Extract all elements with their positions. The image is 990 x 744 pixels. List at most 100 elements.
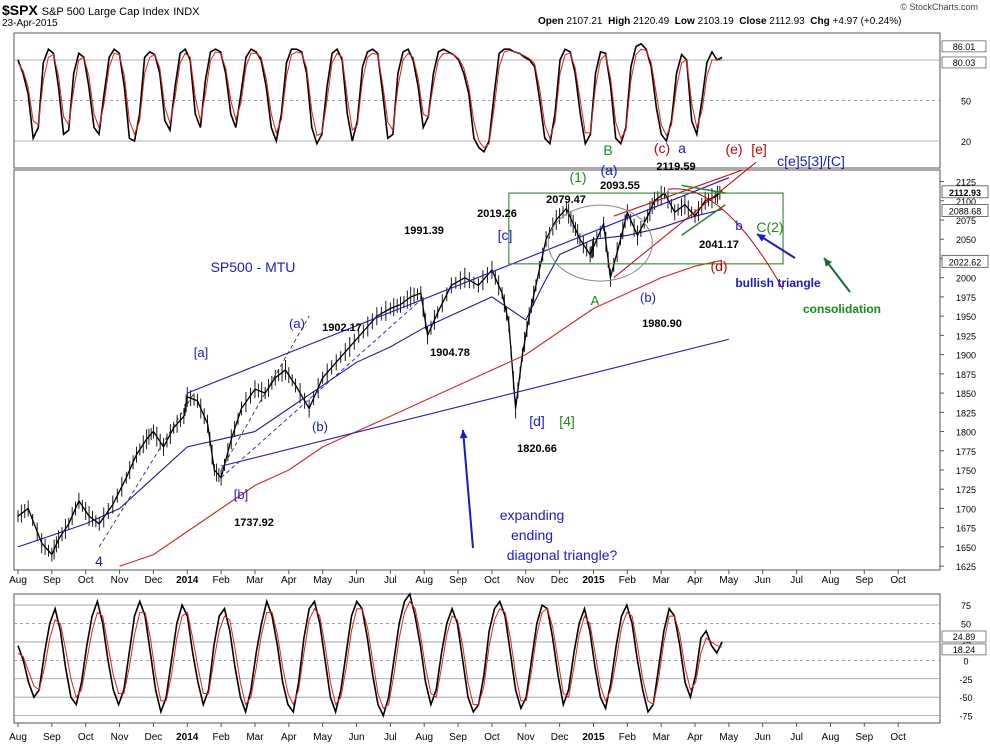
wave-annotation: 2119.59 <box>656 161 695 173</box>
price-tick-label: 1950 <box>956 312 976 322</box>
x-tick-label: Oct <box>890 732 906 743</box>
wave-annotation: (a) <box>289 316 305 331</box>
bottom-osc-tick-label: -25 <box>959 675 972 685</box>
wave-annotation: [b] <box>234 487 248 502</box>
price-value-tag <box>941 185 989 199</box>
top-osc-value-tag <box>941 56 987 69</box>
price-tick-label: 1750 <box>956 466 976 476</box>
wave-annotation: ending <box>511 527 553 543</box>
x-tick-label: Apr <box>281 575 297 586</box>
x-tick-label: Apr <box>281 732 297 743</box>
bottom-osc-value-tag-text: 24.89 <box>953 632 976 642</box>
top-osc-series-0 <box>17 42 723 154</box>
wave-annotation: a <box>678 140 686 156</box>
x-tick-label: Oct <box>484 575 500 586</box>
x-tick-label: Jun <box>348 575 364 586</box>
top-osc-tick-label: 50 <box>961 97 971 107</box>
wave-annotation: expanding <box>500 507 565 523</box>
x-tick-label: Jun <box>755 732 771 743</box>
triangle-arrow-head <box>757 234 766 242</box>
x-tick-label: Sep <box>855 732 873 743</box>
ohlc-readout: Open 2107.21 High 2120.49 Low 2103.19 Cl… <box>538 16 902 27</box>
bottom-osc-tick-label: -75 <box>959 712 972 722</box>
price-series-0 <box>17 190 723 556</box>
wave-annotation: (d) <box>710 258 727 274</box>
wave-annotation: [e] <box>751 141 767 157</box>
price-tick-label: 2000 <box>956 274 976 284</box>
x-tick-label: Mar <box>653 732 671 743</box>
price-tick-label: 1800 <box>956 428 976 438</box>
x-tick-label: 2014 <box>176 732 199 743</box>
top-osc-value-tag <box>941 40 987 53</box>
brand-watermark: © StockCharts.com <box>900 2 978 12</box>
x-tick-label: 2014 <box>176 575 199 586</box>
price-series-2 <box>119 259 723 567</box>
x-tick-label: Aug <box>9 732 27 743</box>
x-tick-label: Oct <box>484 732 500 743</box>
x-tick-label: Jul <box>384 575 397 586</box>
x-tick-label: Feb <box>212 575 230 586</box>
bottom-osc-value-tag-text: 18.24 <box>953 645 976 655</box>
price-series-1 <box>17 208 723 548</box>
chart-date: 23-Apr-2015 <box>2 18 58 29</box>
x-tick-label: Sep <box>43 732 61 743</box>
x-tick-label: May <box>313 575 332 586</box>
wave-annotation: (e) <box>725 141 742 157</box>
price-tick-label: 1975 <box>956 293 976 303</box>
wave-annotation: 1737.92 <box>234 517 274 529</box>
x-tick-label: Sep <box>855 575 873 586</box>
wave-annotation: [a] <box>194 345 208 360</box>
x-tick-label: Nov <box>517 575 535 586</box>
price-value-tag-text: 2088.68 <box>949 206 982 216</box>
x-tick-label: 2015 <box>582 575 605 586</box>
bottom-osc-series-1 <box>17 600 723 710</box>
price-value-tag <box>941 254 989 268</box>
x-tick-label: Feb <box>619 575 637 586</box>
wave-annotation: 4 <box>95 553 103 569</box>
x-tick-label: Dec <box>551 575 569 586</box>
bottom-osc-value-tag <box>941 643 987 656</box>
price-tick-label: 1725 <box>956 485 976 495</box>
upper-channel-line <box>187 177 730 394</box>
x-tick-label: Aug <box>415 732 433 743</box>
x-tick-label: May <box>719 575 738 586</box>
bottom-osc-series-0 <box>17 592 723 718</box>
x-tick-label: 2015 <box>582 732 605 743</box>
x-tick-label: Jul <box>790 575 803 586</box>
x-tick-label: Mar <box>246 732 264 743</box>
x-tick-label: Jul <box>790 732 803 743</box>
price-tick-label: 1925 <box>956 331 976 341</box>
bottom-osc-tick-label: 0 <box>963 656 968 666</box>
wave-annotation: 1991.39 <box>404 225 444 237</box>
wave-annotation: (b) <box>640 290 656 305</box>
wave-annotation: 2019.26 <box>477 208 517 220</box>
diagonal-arrow-head <box>459 430 468 439</box>
x-tick-label: May <box>313 732 332 743</box>
wave-annotation: 2079.47 <box>546 194 586 206</box>
price-tick-label: 2100 <box>956 197 976 207</box>
bottom-osc-tick-label: 25 <box>961 638 971 648</box>
pane-frame <box>13 593 941 724</box>
wave-annotation: 1820.66 <box>517 443 557 455</box>
x-tick-label: Aug <box>415 575 433 586</box>
x-tick-label: Aug <box>822 575 840 586</box>
red-channel-line <box>613 161 757 279</box>
price-tick-label: 2075 <box>956 216 976 226</box>
price-tick-label: 1900 <box>956 351 976 361</box>
x-tick-label: Jun <box>755 575 771 586</box>
wave-annotation: [c] <box>498 227 513 243</box>
x-tick-label: Sep <box>43 575 61 586</box>
x-tick-label: Aug <box>822 732 840 743</box>
x-tick-label: Sep <box>449 575 467 586</box>
x-tick-label: Nov <box>111 575 129 586</box>
dashed-trend-line <box>220 315 310 471</box>
price-value-tag-text: 2112.93 <box>949 188 981 198</box>
x-tick-label: Dec <box>145 575 163 586</box>
top-osc-tick-label: 20 <box>961 137 971 147</box>
price-tick-label: 1650 <box>956 543 976 553</box>
wave-annotation: 2041.17 <box>699 239 739 251</box>
x-tick-label: Feb <box>619 732 637 743</box>
consolidation-arrow-head <box>824 258 833 267</box>
x-tick-label: Aug <box>9 575 27 586</box>
